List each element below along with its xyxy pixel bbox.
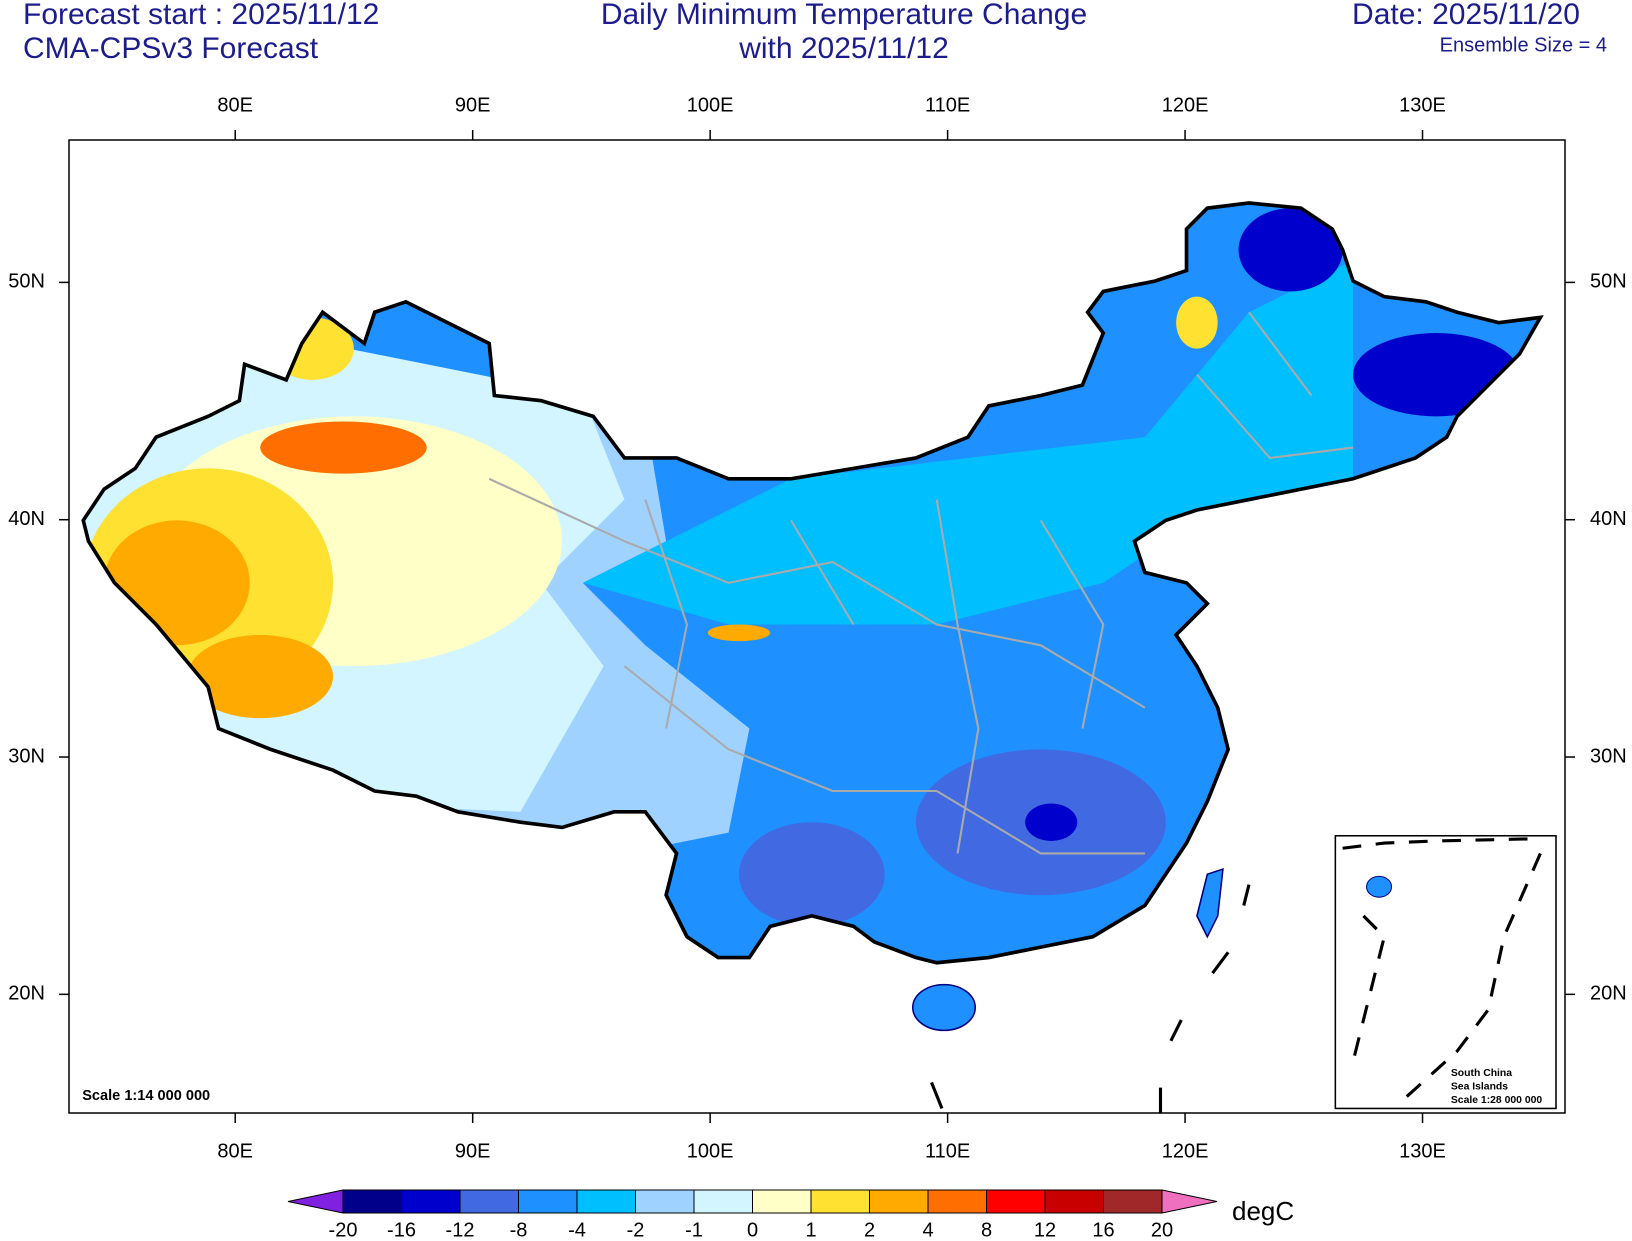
colorbar-box (986, 1189, 1046, 1214)
colorbar-box (810, 1189, 870, 1214)
lon-tick-label: 130E (1399, 94, 1446, 116)
lon-tick-label: 120E (1162, 1140, 1209, 1162)
colorbar-label: -1 (685, 1219, 703, 1241)
lat-tick-label: 40N (1590, 508, 1627, 530)
colorbar-box (1103, 1189, 1163, 1214)
lon-tick-label: 90E (455, 1140, 491, 1162)
lat-tick-label: 40N (8, 508, 45, 530)
inset-label: Sea Islands (1451, 1081, 1508, 1092)
forecast-start: Forecast start : 2025/11/12 (23, 0, 379, 31)
lat-tick-label: 30N (8, 745, 45, 767)
colorbar-label: -8 (510, 1219, 528, 1241)
colorbar-box (752, 1189, 812, 1214)
lat-tick-label: 20N (8, 983, 45, 1005)
map: Scale 1:14 000 000 South China Sea Islan… (81, 201, 1557, 1114)
colorbar-box (1044, 1189, 1104, 1214)
colorbar-label: 1 (805, 1219, 816, 1241)
colorbar-label: 12 (1034, 1219, 1056, 1241)
colorbar-box (927, 1189, 987, 1214)
colorbar-under (287, 1189, 344, 1214)
colorbar-label: 16 (1092, 1219, 1114, 1241)
colorbar-box (459, 1189, 519, 1214)
colorbar-box (401, 1189, 461, 1214)
colorbar-box (576, 1189, 636, 1214)
ensemble: Ensemble Size = 4 (1440, 34, 1607, 56)
lon-tick-label: 100E (687, 94, 734, 116)
colorbar-over (1161, 1189, 1218, 1214)
colorbar-label: -16 (387, 1219, 416, 1241)
title: with 2025/11/12 (738, 32, 949, 65)
colorbar-box (518, 1189, 578, 1214)
colorbar-label: 0 (747, 1219, 758, 1241)
colorbar-label: 2 (864, 1219, 875, 1241)
lon-tick-label: 130E (1399, 1140, 1446, 1162)
colorbar-label: -4 (568, 1219, 586, 1241)
lat-tick-label: 20N (1590, 983, 1627, 1005)
lat-tick-label: 50N (8, 271, 45, 293)
inset-label: Scale 1:28 000 000 (1451, 1095, 1543, 1106)
lon-tick-label: 80E (217, 1140, 253, 1162)
lon-tick-label: 90E (455, 94, 491, 116)
lon-tick-label: 110E (925, 1140, 970, 1162)
lon-tick-label: 120E (1162, 94, 1209, 116)
colorbar-label: 20 (1151, 1219, 1173, 1241)
colorbar-label: -2 (627, 1219, 645, 1241)
map-frame (68, 139, 1566, 1114)
title: Daily Minimum Temperature Change (601, 0, 1087, 31)
colorbar-label: 4 (922, 1219, 933, 1241)
lon-tick-label: 110E (925, 94, 970, 116)
colorbar-box (342, 1189, 402, 1214)
colorbar-box (869, 1189, 929, 1214)
colorbar-unit: degC (1232, 1196, 1294, 1226)
lat-tick-label: 30N (1590, 745, 1627, 767)
colorbar-label: -12 (446, 1219, 475, 1241)
colorbar-box (693, 1189, 753, 1214)
colorbar-label: -20 (329, 1219, 358, 1241)
colorbar-box (635, 1189, 695, 1214)
lat-tick-label: 50N (1590, 271, 1627, 293)
model: CMA-CPSv3 Forecast (23, 32, 319, 65)
scale-note: Scale 1:14 000 000 (82, 1088, 210, 1104)
colorbar-label: 8 (981, 1219, 992, 1241)
date: Date: 2025/11/20 (1352, 0, 1580, 31)
inset-label: South China (1451, 1068, 1512, 1079)
lon-tick-label: 80E (217, 94, 253, 116)
lon-tick-label: 100E (687, 1140, 734, 1162)
